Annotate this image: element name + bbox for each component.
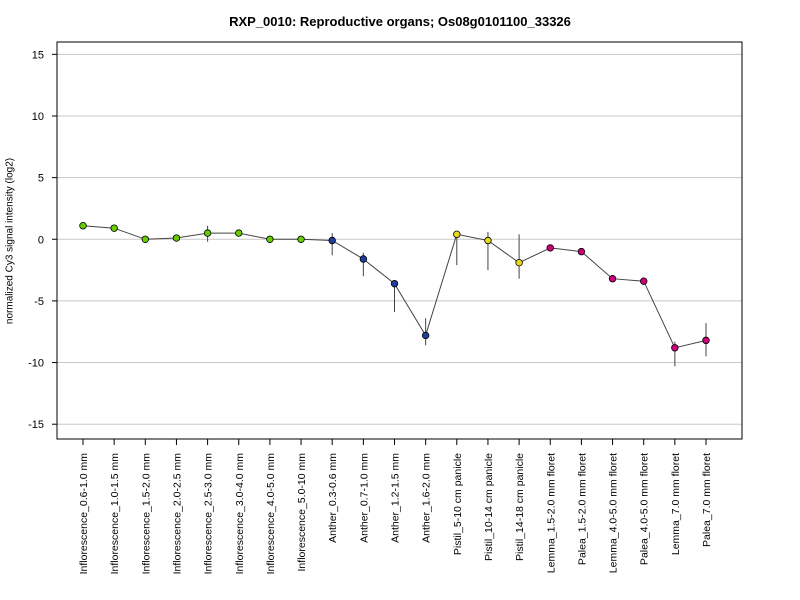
data-point	[141, 235, 149, 243]
data-point	[203, 229, 212, 237]
y-axis: 15 10 5 0 -5 -10 -15	[28, 49, 57, 431]
data-point	[79, 222, 87, 230]
data-point	[328, 236, 336, 245]
plot-frame	[56, 41, 743, 440]
x-tick-label: Palea_1.5-2.0 mm floret	[576, 453, 588, 565]
x-tick-label: Pistil_10-14 cm panicle	[483, 453, 495, 561]
y-tick-label: 5	[38, 173, 44, 185]
x-tick-label: Anther_1.2-1.5 mm	[390, 453, 402, 543]
data-points	[79, 222, 710, 352]
x-tick-label: Inflorescence_2.5-3.0 mm	[203, 453, 215, 575]
x-tick-label: Anther_1.6-2.0 mm	[421, 453, 433, 543]
data-point	[110, 224, 118, 232]
x-tick-label: Inflorescence_3.0-4.0 mm	[234, 453, 246, 575]
y-tick-label: 15	[32, 49, 44, 61]
x-tick-label: Inflorescence_5.0-10 mm	[296, 453, 308, 572]
x-tick-label: Inflorescence_2.0-2.5 mm	[171, 453, 183, 575]
data-point	[390, 279, 399, 288]
chart-title: RXP_0010: Reproductive organs; Os08g0101…	[229, 14, 571, 29]
data-point	[421, 331, 430, 340]
data-point	[577, 247, 586, 256]
x-tick-label: Inflorescence_1.0-1.5 mm	[109, 453, 121, 575]
data-point	[515, 258, 523, 267]
x-tick-label: Anther_0.7-1.0 mm	[358, 453, 370, 543]
y-tick-label: 0	[38, 234, 44, 246]
error-bars	[207, 225, 707, 367]
y-tick-label: -15	[28, 419, 44, 431]
x-tick-label: Pistil_14-18 cm panicle	[514, 453, 526, 561]
data-point	[359, 255, 368, 263]
data-point	[640, 277, 648, 285]
data-point	[546, 244, 554, 252]
gridlines	[57, 53, 742, 425]
data-point	[266, 235, 274, 243]
x-tick-label: Lemma_4.0-5.0 mm floret	[608, 453, 620, 573]
x-tick-label: Palea_4.0-5.0 mm floret	[639, 453, 651, 565]
y-tick-label: -10	[28, 358, 44, 370]
x-tick-label: Lemma_1.5-2.0 mm floret	[545, 453, 557, 573]
data-point	[453, 230, 461, 239]
x-axis: Inflorescence_0.6-1.0 mm Inflorescence_1.…	[78, 439, 713, 574]
x-tick-label: Inflorescence_4.0-5.0 mm	[265, 453, 277, 575]
y-tick-label: 10	[32, 111, 44, 123]
x-tick-label: Inflorescence_0.6-1.0 mm	[78, 453, 90, 575]
data-point	[671, 344, 679, 352]
x-tick-label: Anther_0.3-0.6 mm	[327, 453, 339, 543]
data-point	[608, 275, 617, 283]
x-tick-label: Inflorescence_1.5-2.0 mm	[140, 453, 152, 575]
data-point	[702, 336, 710, 345]
data-point	[484, 236, 492, 245]
x-tick-label: Pistil_5-10 cm panicle	[452, 453, 464, 555]
data-point	[297, 235, 305, 243]
x-tick-label: Lemma_7.0 mm floret	[670, 453, 682, 555]
data-point	[235, 229, 243, 237]
x-tick-label: Palea_7.0 mm floret	[701, 453, 713, 547]
data-point	[172, 234, 181, 242]
y-tick-label: -5	[34, 296, 44, 308]
